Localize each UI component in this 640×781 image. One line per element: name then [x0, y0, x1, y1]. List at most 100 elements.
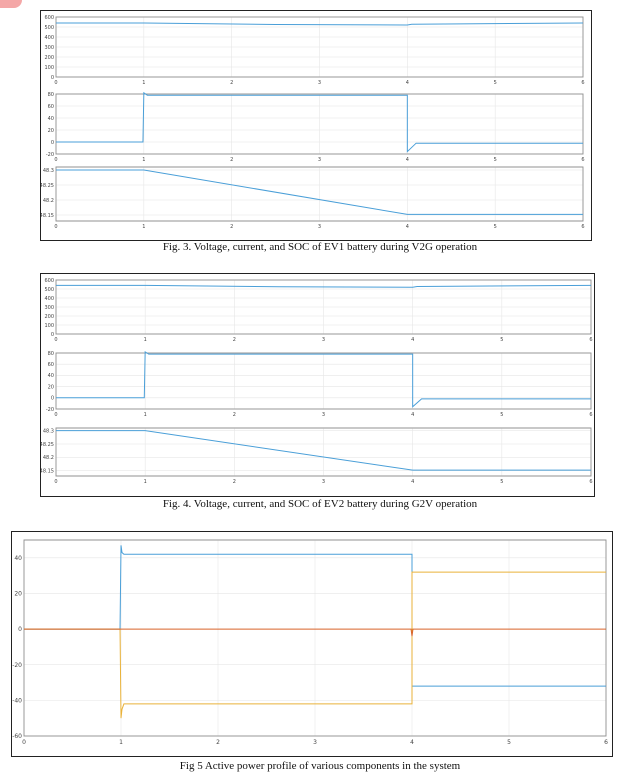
plot-border — [55, 352, 592, 410]
y-tick-label: 48.3 — [43, 168, 54, 174]
x-tick-label: 4 — [411, 412, 414, 418]
x-tick-label: 2 — [230, 80, 233, 86]
x-tick-label: 4 — [411, 479, 414, 485]
figure-3-panel-3: 0 1 2 3 4 5 6 48.15 48.2 48.25 48.3 — [40, 166, 585, 230]
x-tick-label: 5 — [500, 337, 503, 343]
plot-border — [55, 279, 592, 335]
x-tick-label: 0 — [54, 224, 57, 230]
figure-5-chart: 0 1 2 3 4 5 6 -60 -40 -20 0 20 40 — [12, 539, 608, 746]
x-tick-label: 6 — [581, 80, 584, 86]
page-corner-mark — [0, 0, 22, 8]
plot-border — [55, 93, 584, 155]
x-tick-label: 4 — [410, 739, 414, 746]
x-tick-label: 5 — [500, 412, 503, 418]
x-tick-label: 6 — [604, 739, 608, 746]
y-tick-label: 48.25 — [41, 183, 54, 189]
figure-4-caption: Fig. 4. Voltage, current, and SOC of EV2… — [162, 498, 478, 510]
x-tick-label: 0 — [54, 479, 57, 485]
plot-border — [55, 427, 592, 477]
y-tick-label: 500 — [44, 25, 54, 31]
x-tick-label: 0 — [54, 412, 57, 418]
x-tick-label: 1 — [142, 157, 145, 163]
figure-4-panel-1: 0 1 2 3 4 5 6 0 100 200 300 400 500 600 — [44, 278, 592, 343]
x-tick-label: 4 — [406, 80, 409, 86]
y-tick-label: 200 — [44, 314, 54, 320]
x-tick-label: 3 — [318, 80, 321, 86]
figure-5-caption: Fig 5 Active power profile of various co… — [179, 760, 461, 772]
y-tick-label: 20 — [48, 384, 54, 390]
x-tick-label: 6 — [589, 337, 592, 343]
y-tick-label: 60 — [48, 362, 54, 368]
y-tick-label: 400 — [44, 296, 54, 302]
x-tick-label: 1 — [144, 479, 147, 485]
y-tick-label: 0 — [51, 332, 54, 338]
y-tick-label: 0 — [51, 140, 54, 146]
x-tick-label: 6 — [581, 224, 584, 230]
x-tick-label: 3 — [322, 479, 325, 485]
series-line-1 — [56, 91, 583, 153]
series-line-1 — [56, 22, 584, 26]
figure-5-panel-1: 0 1 2 3 4 5 6 -60 -40 -20 0 20 40 — [12, 539, 608, 746]
y-tick-label: 48.15 — [41, 213, 54, 219]
x-tick-label: 3 — [318, 157, 321, 163]
y-tick-label: 20 — [14, 591, 22, 598]
y-tick-label: 400 — [44, 35, 54, 41]
figure-5-frame: 0 1 2 3 4 5 6 -60 -40 -20 0 20 40 — [11, 531, 613, 757]
x-tick-label: 3 — [322, 412, 325, 418]
x-tick-label: 4 — [406, 224, 409, 230]
y-tick-label: 80 — [48, 92, 54, 98]
x-tick-label: 2 — [216, 739, 220, 746]
x-tick-label: 5 — [494, 157, 497, 163]
y-tick-label: -20 — [46, 407, 54, 413]
y-tick-label: 0 — [18, 626, 22, 633]
x-tick-label: 1 — [142, 80, 145, 86]
x-tick-label: 6 — [589, 412, 592, 418]
y-tick-label: 40 — [14, 555, 22, 562]
x-tick-label: 3 — [322, 337, 325, 343]
y-tick-label: 48.3 — [43, 428, 54, 434]
series-line-1 — [56, 169, 583, 215]
y-tick-label: 200 — [44, 55, 54, 61]
plot-border — [55, 166, 584, 222]
series-line-1 — [56, 430, 591, 471]
x-tick-label: 2 — [233, 337, 236, 343]
y-tick-label: 0 — [51, 396, 54, 402]
series-line-3 — [24, 628, 606, 637]
x-tick-label: 6 — [581, 157, 584, 163]
x-tick-label: 3 — [313, 739, 317, 746]
y-tick-label: 60 — [48, 104, 54, 110]
y-tick-label: 300 — [44, 305, 54, 311]
x-tick-label: 0 — [54, 157, 57, 163]
y-tick-label: -20 — [12, 662, 22, 669]
y-tick-label: 48.2 — [43, 455, 54, 461]
x-tick-label: 0 — [54, 337, 57, 343]
y-tick-label: 300 — [44, 45, 54, 51]
series-line-2 — [24, 571, 606, 719]
y-tick-label: 100 — [44, 323, 54, 329]
x-tick-label: 1 — [144, 337, 147, 343]
figure-3-panel-1: 0 1 2 3 4 5 6 0 100 200 300 400 500 600 — [44, 15, 584, 86]
x-tick-label: 1 — [119, 739, 123, 746]
x-tick-label: 3 — [318, 224, 321, 230]
plot-border — [55, 16, 584, 78]
x-tick-label: 2 — [230, 224, 233, 230]
y-tick-label: -40 — [12, 697, 22, 704]
figure-3-frame: 0 1 2 3 4 5 6 0 100 200 300 400 500 600 0 1 2 3 4 5 6 -20 0 20 4… — [40, 10, 592, 241]
x-tick-label: 1 — [144, 412, 147, 418]
x-tick-label: 2 — [233, 412, 236, 418]
x-tick-label: 5 — [494, 224, 497, 230]
x-tick-label: 2 — [230, 157, 233, 163]
x-tick-label: 6 — [589, 479, 592, 485]
x-tick-label: 5 — [494, 80, 497, 86]
x-tick-label: 1 — [142, 224, 145, 230]
plot-border — [23, 539, 607, 737]
y-tick-label: 0 — [51, 75, 54, 81]
y-tick-label: 40 — [48, 373, 54, 379]
x-tick-label: 4 — [411, 337, 414, 343]
series-line-1 — [56, 350, 591, 408]
x-tick-label: 4 — [406, 157, 409, 163]
